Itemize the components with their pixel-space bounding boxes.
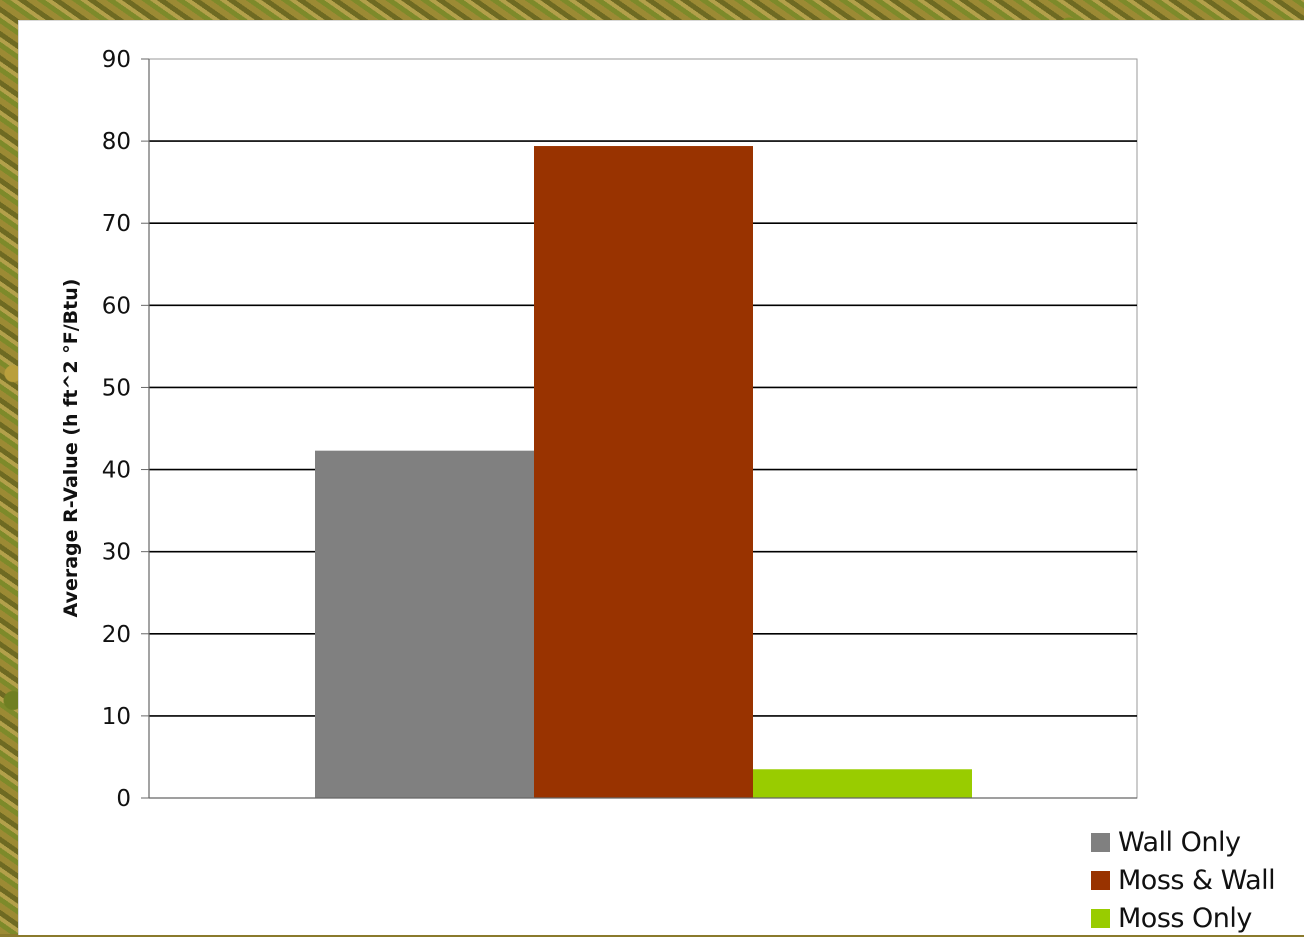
legend-swatch [1091, 832, 1110, 852]
y-tick-label: 80 [102, 129, 131, 155]
y-tick-label: 40 [102, 458, 131, 484]
bar-moss-wall [534, 146, 753, 798]
legend-label: Moss Only [1118, 902, 1252, 934]
y-tick-label: 70 [102, 211, 131, 237]
y-tick-label: 60 [102, 293, 131, 319]
legend-item: Moss & Wall [1091, 861, 1276, 899]
y-tick-label: 20 [102, 622, 131, 648]
y-tick-label: 90 [102, 47, 131, 73]
legend-swatch [1091, 908, 1110, 928]
legend-item: Wall Only [1091, 823, 1275, 861]
y-tick-label: 0 [116, 786, 131, 812]
legend-swatch [1091, 870, 1110, 890]
y-tick-label: 10 [102, 704, 131, 730]
legend-item: Moss Only [1091, 899, 1275, 937]
legend: Wall Only Moss & Wall Moss Only [1091, 823, 1276, 937]
bar-chart: Average R-Value (h ft^2 °F/Btu) 0 10 20 30 4… [60, 47, 1138, 812]
y-tick-label: 50 [102, 375, 131, 401]
y-tick-label: 30 [102, 540, 131, 566]
bar-wall-only [315, 450, 534, 798]
bar-moss-only [753, 769, 972, 798]
legend-label: Wall Only [1118, 826, 1241, 858]
chart-panel: Average R-Value (h ft^2 °F/Btu) 0 10 20 30 4… [18, 20, 1304, 935]
legend-label: Moss & Wall [1118, 864, 1276, 896]
y-axis-title: Average R-Value (h ft^2 °F/Btu) [60, 279, 82, 618]
